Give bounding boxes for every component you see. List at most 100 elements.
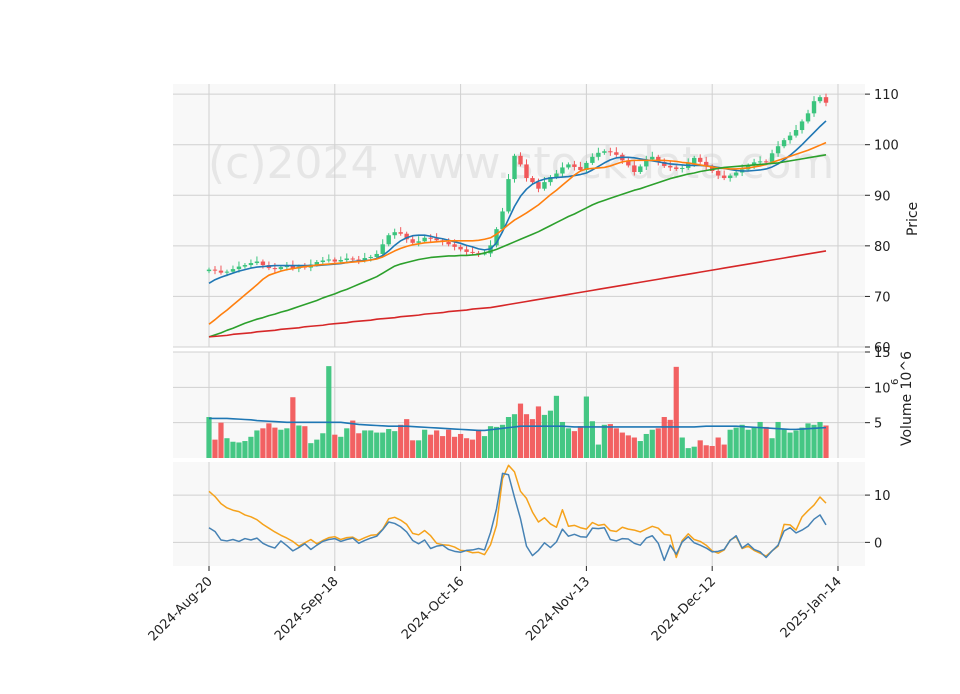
volume-bar — [416, 440, 422, 458]
volume-bar — [260, 428, 266, 458]
volume-bar — [206, 417, 212, 458]
candle-up — [817, 97, 823, 102]
candle-up — [548, 177, 553, 183]
volume-tick-label: 5 — [874, 417, 882, 432]
volume-bar — [649, 429, 655, 458]
volume-bar — [332, 434, 338, 458]
volume-bar — [745, 429, 751, 458]
volume-bar — [248, 436, 254, 458]
volume-bar — [236, 442, 242, 458]
candle-up — [680, 167, 685, 169]
price-tick-label: 110 — [874, 88, 899, 103]
volume-bar — [499, 424, 506, 458]
candle-up — [566, 164, 571, 168]
volume-bar — [577, 426, 583, 458]
volume-bar — [290, 397, 296, 458]
volume-bar — [511, 414, 518, 458]
candle-up — [542, 182, 547, 189]
candle-down — [410, 239, 415, 243]
x-tick-label: 2024-Sep-18 — [272, 574, 342, 644]
volume-axis-label: Volume 10^6 — [899, 351, 915, 446]
volume-bar — [487, 426, 494, 458]
candle-down — [452, 244, 457, 247]
volume-bar — [440, 436, 446, 458]
candle-down — [572, 164, 577, 167]
volume-bar — [242, 441, 248, 458]
volume-bar — [541, 414, 548, 458]
candle-up — [392, 232, 397, 236]
candle-up — [733, 172, 739, 176]
volume-bar — [434, 430, 440, 458]
candle-up — [230, 269, 236, 272]
candle-down — [434, 238, 439, 241]
volume-bar — [805, 423, 811, 458]
indicator-tick-label: 0 — [874, 536, 882, 551]
volume-bar — [344, 428, 350, 458]
volume-bar — [637, 441, 643, 458]
candle-down — [668, 165, 673, 168]
candle-down — [476, 252, 481, 254]
candle-down — [404, 233, 409, 240]
candle-up — [386, 235, 391, 245]
candle-up — [224, 271, 230, 273]
candle-up — [769, 153, 775, 162]
candle-down — [212, 269, 218, 271]
volume-bar — [272, 427, 278, 458]
volume-bar — [314, 439, 320, 458]
volume-bar — [697, 440, 703, 458]
candle-up — [799, 121, 805, 131]
candle-down — [715, 170, 721, 176]
candle-down — [763, 161, 769, 163]
volume-bar — [493, 426, 500, 458]
volume-bar — [739, 424, 745, 458]
x-tick-label: 2024-Nov-13 — [523, 574, 593, 644]
volume-bar — [595, 444, 601, 458]
candle-down — [662, 161, 667, 166]
volume-bar — [757, 421, 763, 458]
volume-bar — [787, 432, 793, 458]
volume-bar — [505, 417, 512, 458]
volume-bar — [571, 431, 578, 458]
candle-up — [362, 257, 367, 261]
candle-down — [530, 178, 535, 183]
volume-exponent-label: 6 — [890, 379, 901, 385]
candle-up — [811, 101, 817, 114]
volume-bar — [296, 425, 302, 458]
volume-bar — [535, 406, 542, 458]
candle-down — [524, 164, 529, 179]
volume-bar — [404, 419, 410, 458]
volume-bar — [607, 424, 613, 458]
volume-bar — [481, 436, 488, 458]
volume-bar — [733, 427, 739, 458]
volume-bar — [823, 425, 829, 458]
volume-bar — [452, 436, 458, 458]
candle-down — [608, 151, 613, 153]
volume-bar — [673, 366, 679, 458]
candle-up — [368, 256, 373, 258]
volume-bar — [715, 437, 721, 458]
volume-bar — [655, 428, 661, 458]
volume-bar — [559, 421, 566, 458]
volume-bar — [422, 429, 428, 458]
candle-up — [602, 151, 607, 153]
x-tick-label: 2024-Dec-12 — [649, 574, 719, 644]
volume-bar — [230, 441, 236, 458]
candle-up — [512, 155, 517, 180]
candle-down — [458, 246, 463, 250]
volume-bar — [799, 427, 805, 458]
volume-bar — [703, 445, 709, 458]
volume-bar — [266, 423, 272, 458]
candle-up — [422, 237, 427, 242]
candle-up — [416, 241, 421, 243]
x-tick-label: 2024-Oct-16 — [399, 574, 467, 642]
volume-bar — [368, 430, 374, 458]
candle-up — [805, 113, 811, 122]
candle-up — [584, 162, 589, 170]
candle-up — [254, 261, 260, 264]
price-plot — [206, 93, 829, 338]
candle-up — [554, 173, 559, 178]
volume-bar — [523, 414, 530, 458]
price-tick-label: 70 — [874, 290, 891, 305]
candle-up — [787, 135, 793, 141]
volume-bar — [386, 429, 392, 458]
